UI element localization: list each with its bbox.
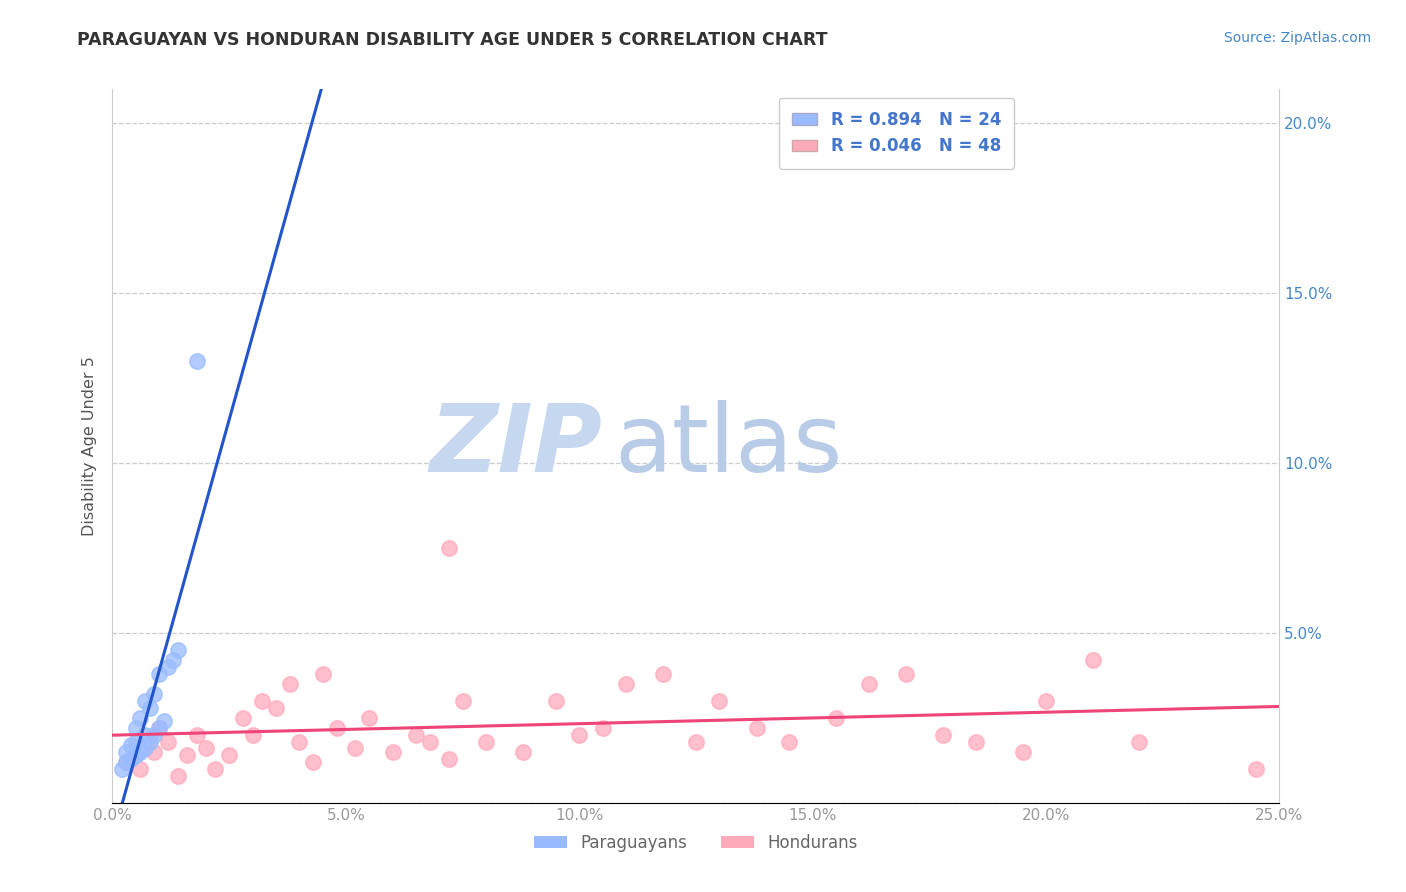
Point (186, 354, 208, 368)
Point (194, 741, 217, 756)
Point (143, 687, 166, 701)
Point (148, 721, 170, 735)
Point (932, 728, 955, 742)
Point (825, 711, 848, 725)
Point (652, 666, 675, 681)
Point (134, 741, 156, 756)
Point (858, 677, 880, 691)
Point (359, 711, 381, 725)
Point (1244, 762, 1267, 776)
Point (381, 745, 404, 759)
Legend: Paraguayans, Hondurans: Paraguayans, Hondurans (527, 828, 865, 859)
Text: ZIP: ZIP (430, 400, 603, 492)
Point (405, 728, 427, 742)
Point (129, 745, 152, 759)
Text: PARAGUAYAN VS HONDURAN DISABILITY AGE UNDER 5 CORRELATION CHART: PARAGUAYAN VS HONDURAN DISABILITY AGE UN… (77, 31, 828, 49)
Point (115, 745, 138, 759)
Point (544, 694, 567, 708)
Point (614, 677, 637, 691)
Point (709, 694, 731, 708)
Point (475, 734, 498, 748)
Point (153, 714, 176, 729)
Point (143, 745, 166, 759)
Point (288, 734, 311, 748)
Point (134, 728, 156, 742)
Text: atlas: atlas (614, 400, 842, 492)
Point (745, 721, 768, 735)
Point (157, 660, 180, 674)
Point (302, 755, 325, 769)
Point (242, 728, 264, 742)
Point (148, 666, 170, 681)
Point (120, 738, 142, 752)
Point (129, 762, 152, 776)
Point (894, 666, 917, 681)
Point (311, 666, 333, 681)
Point (419, 734, 441, 748)
Y-axis label: Disability Age Under 5: Disability Age Under 5 (82, 356, 97, 536)
Point (139, 734, 162, 748)
Point (166, 769, 188, 783)
Point (111, 762, 134, 776)
Point (218, 748, 240, 763)
Point (685, 734, 707, 748)
Point (134, 694, 156, 708)
Point (512, 745, 534, 759)
Point (232, 711, 254, 725)
Point (568, 728, 591, 742)
Point (451, 694, 474, 708)
Point (166, 643, 188, 657)
Point (325, 721, 347, 735)
Point (437, 751, 460, 765)
Point (1128, 734, 1150, 748)
Point (264, 700, 287, 714)
Point (125, 748, 148, 763)
Point (1035, 694, 1057, 708)
Point (139, 700, 162, 714)
Point (120, 751, 142, 765)
Point (125, 721, 148, 735)
Point (437, 541, 460, 555)
Point (250, 694, 273, 708)
Point (148, 721, 170, 735)
Point (115, 755, 138, 769)
Point (592, 721, 614, 735)
Point (965, 734, 987, 748)
Point (115, 755, 138, 769)
Point (344, 741, 367, 756)
Point (125, 734, 148, 748)
Point (1011, 745, 1033, 759)
Point (162, 653, 184, 667)
Point (129, 711, 152, 725)
Point (1081, 653, 1104, 667)
Point (278, 677, 301, 691)
Point (176, 748, 198, 763)
Point (186, 728, 208, 742)
Point (157, 734, 180, 748)
Point (778, 734, 800, 748)
Point (143, 728, 166, 742)
Text: Source: ZipAtlas.com: Source: ZipAtlas.com (1223, 31, 1371, 45)
Point (204, 762, 226, 776)
